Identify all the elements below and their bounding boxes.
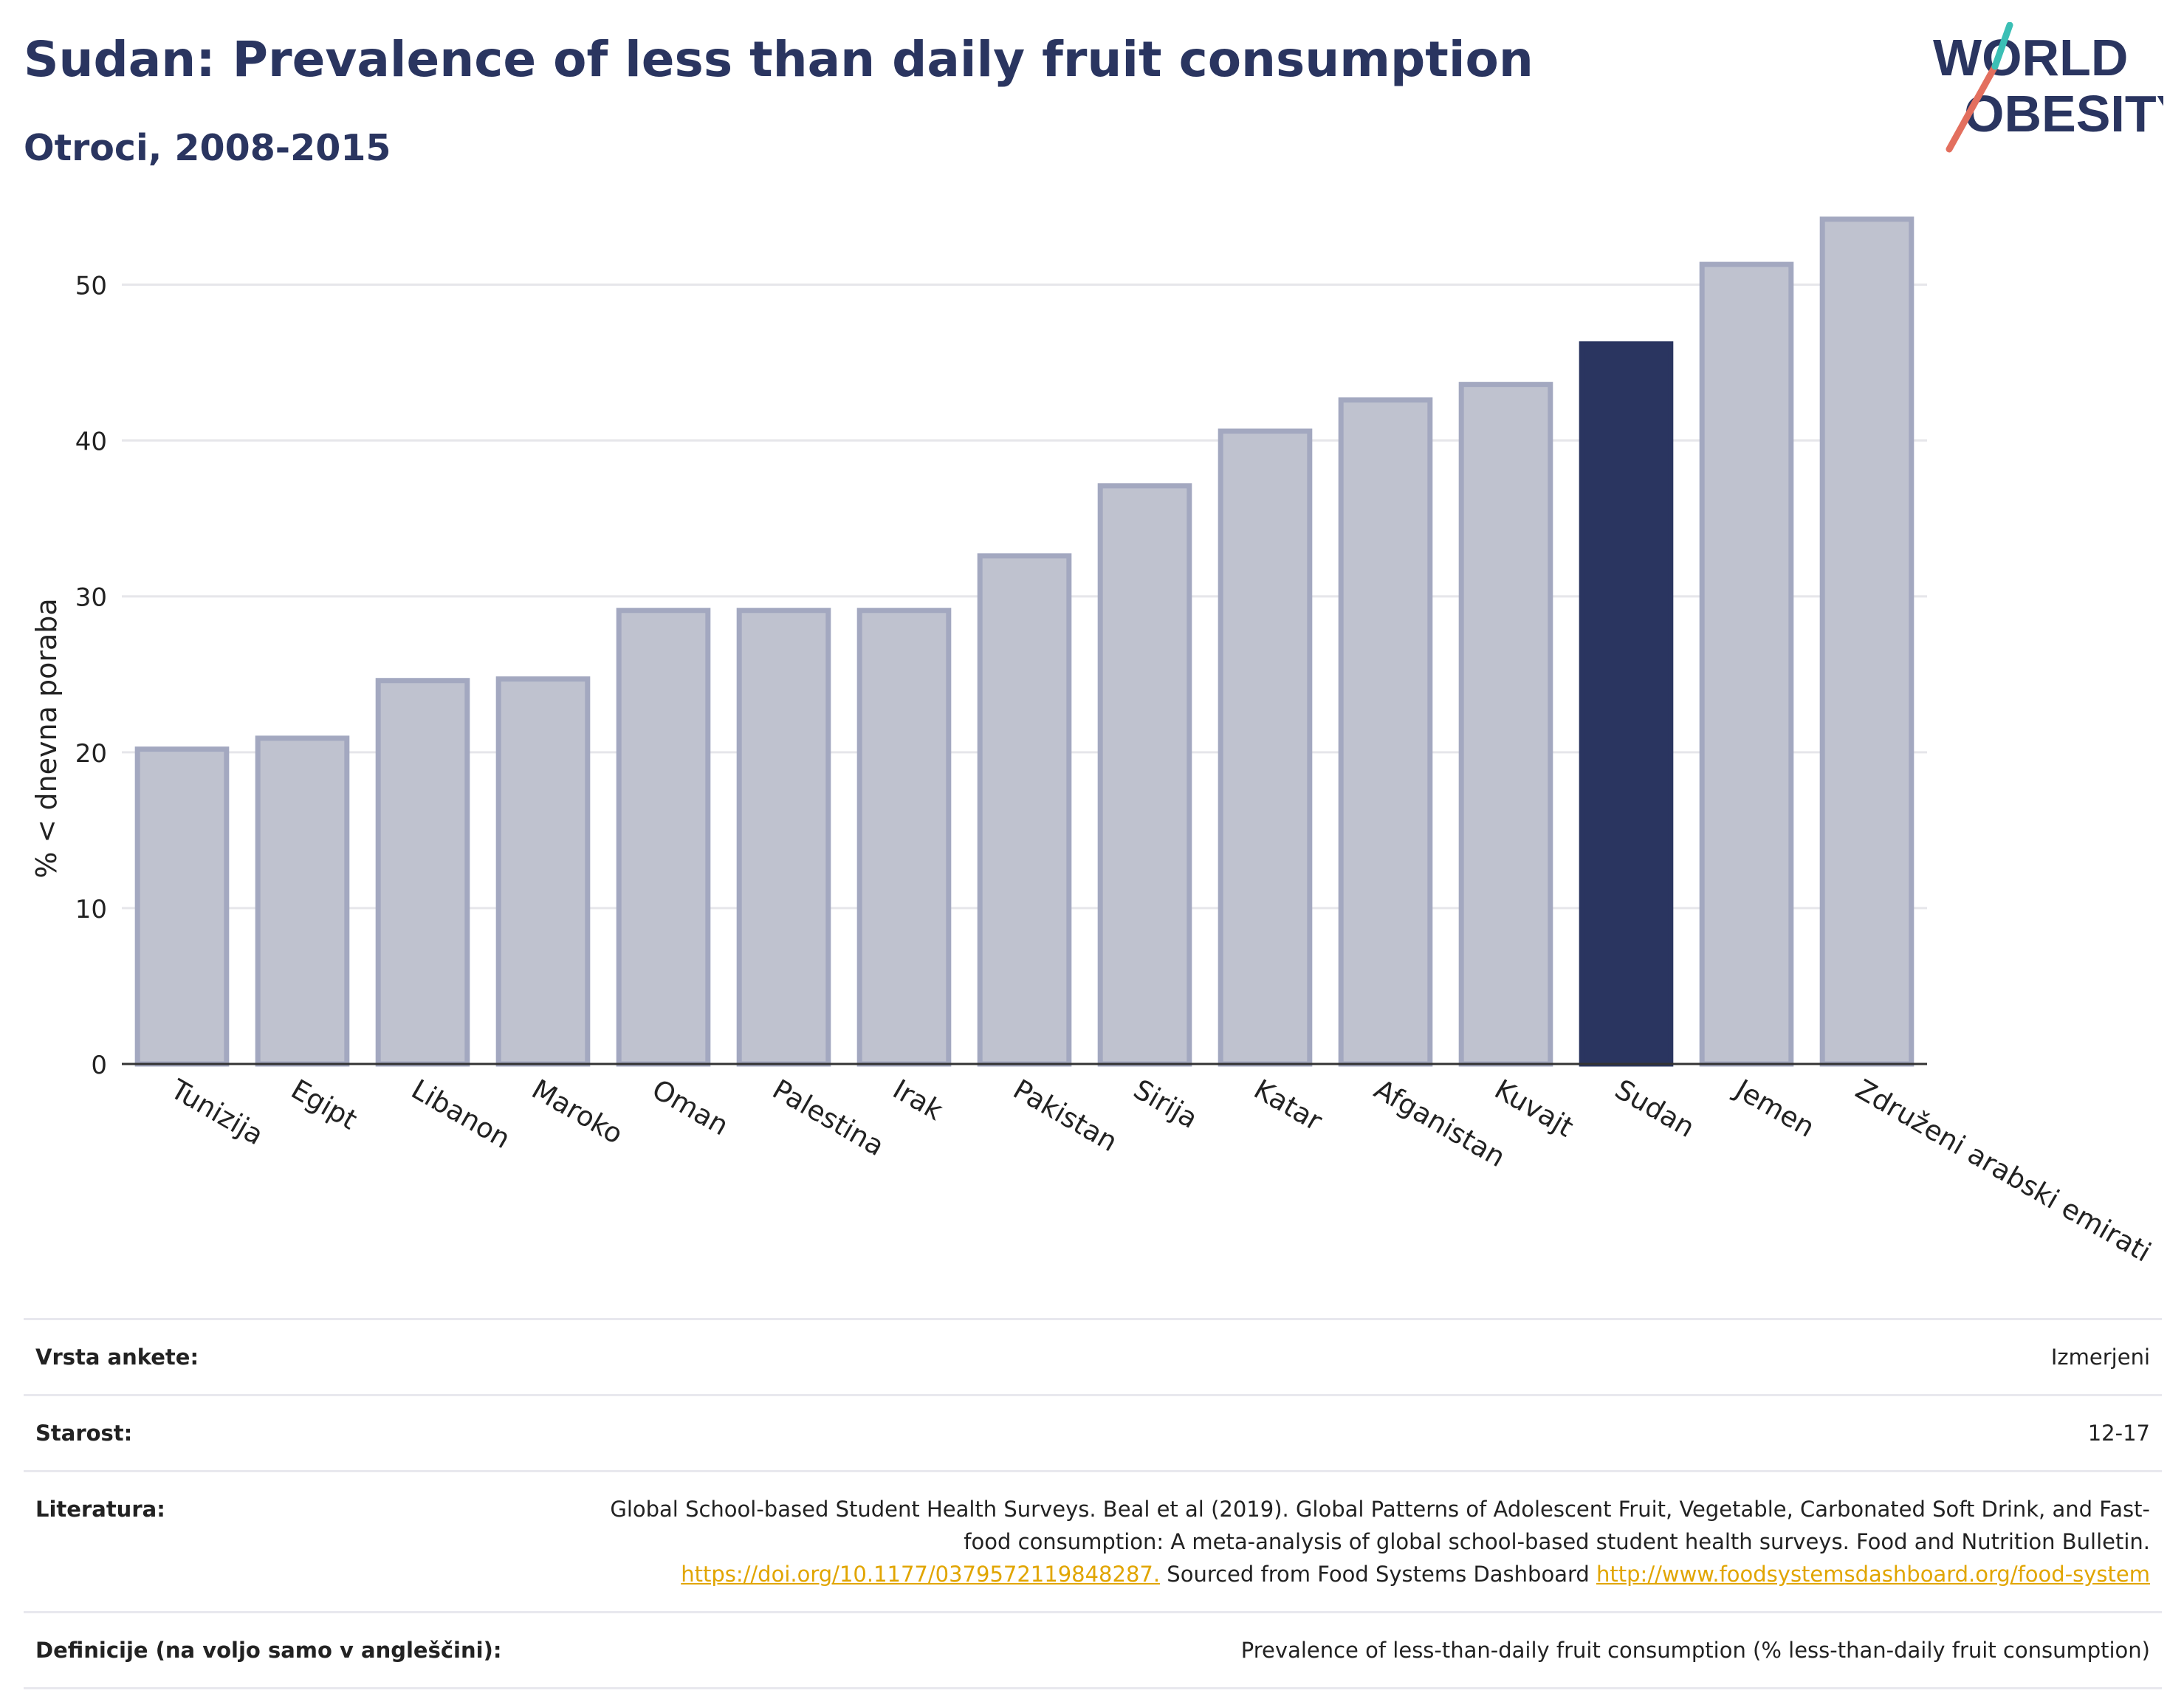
age-label: Starost:	[35, 1421, 133, 1446]
survey-type-value: Izmerjeni	[2050, 1345, 2150, 1370]
bar	[1097, 483, 1192, 1067]
age-row: Starost: 12-17	[24, 1394, 2162, 1470]
x-tick-label: Maroko	[526, 1074, 628, 1150]
bar	[1699, 261, 1794, 1067]
survey-type-row: Vrsta ankete: Izmerjeni	[24, 1318, 2162, 1394]
x-tick-label: Afganistan	[1369, 1074, 1511, 1174]
chart-subtitle: Otroci, 2008-2015	[24, 127, 391, 169]
definitions-row: Definicije (na voljo samo v angleščini):…	[24, 1611, 2162, 1689]
x-tick-label: Sirija	[1128, 1074, 1203, 1135]
references-label: Literatura:	[35, 1497, 165, 1522]
bars	[134, 216, 1915, 1067]
chart-title: Sudan: Prevalence of less than daily fru…	[24, 31, 1534, 88]
bar	[977, 553, 1072, 1067]
age-value: 12-17	[2087, 1421, 2150, 1446]
x-tick-label: Tunizija	[165, 1073, 269, 1151]
x-tick-label: Irak	[887, 1074, 949, 1127]
x-tick-label: Palestina	[767, 1074, 890, 1163]
x-tick-label: Libanon	[406, 1074, 515, 1156]
references-text: Global School-based Student Health Surve…	[610, 1497, 2150, 1554]
x-tick-label: Jemen	[1728, 1073, 1820, 1144]
references-value: Global School-based Student Health Surve…	[585, 1493, 2150, 1590]
x-tick-label: Egipt	[286, 1074, 363, 1136]
bar	[134, 746, 230, 1067]
bar	[1218, 428, 1313, 1067]
survey-type-label: Vrsta ankete:	[35, 1345, 199, 1370]
x-tick-label: Oman	[647, 1074, 734, 1142]
bar	[255, 735, 350, 1067]
bar	[1338, 397, 1433, 1067]
references-source: Sourced from Food Systems Dashboard	[1167, 1562, 1590, 1587]
x-tick-label: Sudan	[1610, 1074, 1700, 1144]
definitions-value: Prevalence of less-than-daily fruit cons…	[1240, 1638, 2150, 1663]
x-tick-label: Pakistan	[1008, 1074, 1123, 1158]
logo-line1: WORLD	[1933, 29, 2128, 86]
y-tick-label: 50	[75, 272, 107, 301]
food-systems-dashboard-link[interactable]: http://www.foodsystemsdashboard.org/food…	[1596, 1562, 2150, 1587]
y-tick-label: 30	[75, 583, 107, 613]
x-tick-label: Katar	[1249, 1074, 1328, 1138]
bar	[616, 608, 711, 1067]
bar-chart: 0 10 20 30 40 50 Tunizija Egipt Libanon Maroko Oma…	[30, 216, 2156, 1268]
definitions-label: Definicije (na voljo samo v angleščini):	[35, 1638, 502, 1663]
bar	[856, 608, 952, 1067]
metadata-table: Vrsta ankete: Izmerjeni Starost: 12-17 L…	[24, 1318, 2162, 1689]
x-tick-label: Združeni arabski emirati	[1850, 1074, 2156, 1268]
y-tick-label: 40	[75, 428, 107, 457]
bar-highlighted	[1579, 341, 1674, 1067]
references-row: Literatura: Global School-based Student …	[24, 1470, 2162, 1611]
bar	[736, 608, 831, 1067]
y-tick-label: 20	[75, 739, 107, 769]
y-tick-label: 10	[75, 895, 107, 924]
y-tick-label: 0	[91, 1051, 107, 1080]
y-axis-label: % < dnevna poraba	[30, 598, 63, 878]
bar	[1819, 216, 1915, 1067]
doi-link[interactable]: https://doi.org/10.1177/0379572119848287…	[681, 1562, 1161, 1587]
x-tick-label: Kuvajt	[1489, 1074, 1579, 1144]
bar	[375, 678, 470, 1067]
logo-line2: OBESITY	[1964, 85, 2163, 143]
world-obesity-logo: WORLD OBESITY	[1933, 22, 2163, 153]
bar	[495, 676, 591, 1067]
bar	[1458, 382, 1553, 1067]
